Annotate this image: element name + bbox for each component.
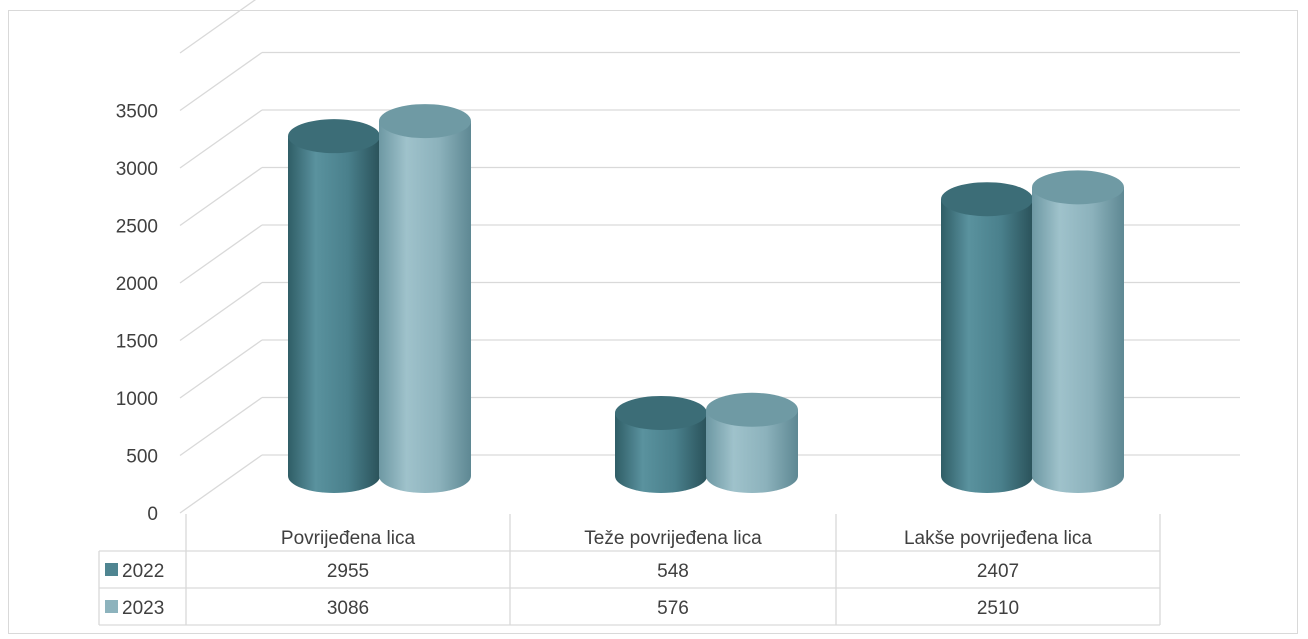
- legend-label: 2022: [122, 561, 164, 582]
- bar-top: [1032, 170, 1124, 205]
- table-cell: 2955: [327, 561, 369, 582]
- y-tick-label: 2500: [116, 217, 158, 238]
- bar-body: [1032, 187, 1124, 493]
- y-tick-label: 3000: [116, 159, 158, 180]
- gridline-diagonal: [179, 454, 263, 514]
- bar-2022-2: [941, 182, 1033, 493]
- gridline-diagonal: [179, 51, 263, 112]
- bar-2023-1: [706, 392, 798, 493]
- gridline-diagonal: [179, 0, 257, 54]
- bar-2023-2: [1032, 170, 1124, 493]
- category-label: Teže povrijeđena lica: [584, 528, 762, 549]
- bar-top: [941, 182, 1033, 217]
- bars: [288, 104, 1124, 494]
- bar-body: [706, 409, 798, 493]
- gridline-diagonal: [179, 109, 263, 169]
- gridline-diagonal: [179, 396, 263, 457]
- gridline-diagonal: [179, 339, 263, 399]
- bar-top: [615, 395, 707, 430]
- y-tick-label: 2000: [116, 274, 158, 295]
- gridline-diagonal: [179, 224, 263, 284]
- bar-body: [615, 412, 707, 493]
- bar-top: [706, 392, 798, 427]
- bar-body: [941, 199, 1033, 493]
- bar-2023-0: [379, 104, 471, 494]
- bar-top: [379, 104, 471, 139]
- category-label: Povrijeđena lica: [281, 528, 416, 549]
- category-label: Lakše povrijeđena lica: [904, 528, 1092, 549]
- bar-2022-0: [288, 119, 380, 494]
- table-cell: 548: [657, 561, 689, 582]
- table-cell: 2407: [977, 561, 1019, 582]
- gridline-diagonal: [179, 281, 263, 342]
- y-tick-label: 3500: [116, 102, 158, 123]
- legend-key-2023: [105, 600, 118, 613]
- table-cell: 576: [657, 598, 689, 619]
- table-cell: 2510: [977, 598, 1019, 619]
- data-table: Povrijeđena lica Teže povrijeđena lica Lak…: [98, 514, 1161, 626]
- y-tick-label: 1000: [116, 389, 158, 410]
- y-axis: 0 500 1000 1500 2000 2500 3000 3500: [116, 102, 158, 526]
- gridline-diagonal: [179, 166, 263, 227]
- y-tick-label: 0: [147, 504, 158, 525]
- bar-body: [379, 121, 471, 494]
- bar-top: [288, 119, 380, 154]
- y-tick-label: 1500: [116, 332, 158, 353]
- legend-label: 2023: [122, 598, 164, 619]
- table-cell: 3086: [327, 598, 369, 619]
- legend-key-2022: [105, 563, 118, 576]
- bar-body: [288, 136, 380, 494]
- bar-2022-1: [615, 395, 707, 493]
- y-tick-label: 500: [126, 447, 158, 468]
